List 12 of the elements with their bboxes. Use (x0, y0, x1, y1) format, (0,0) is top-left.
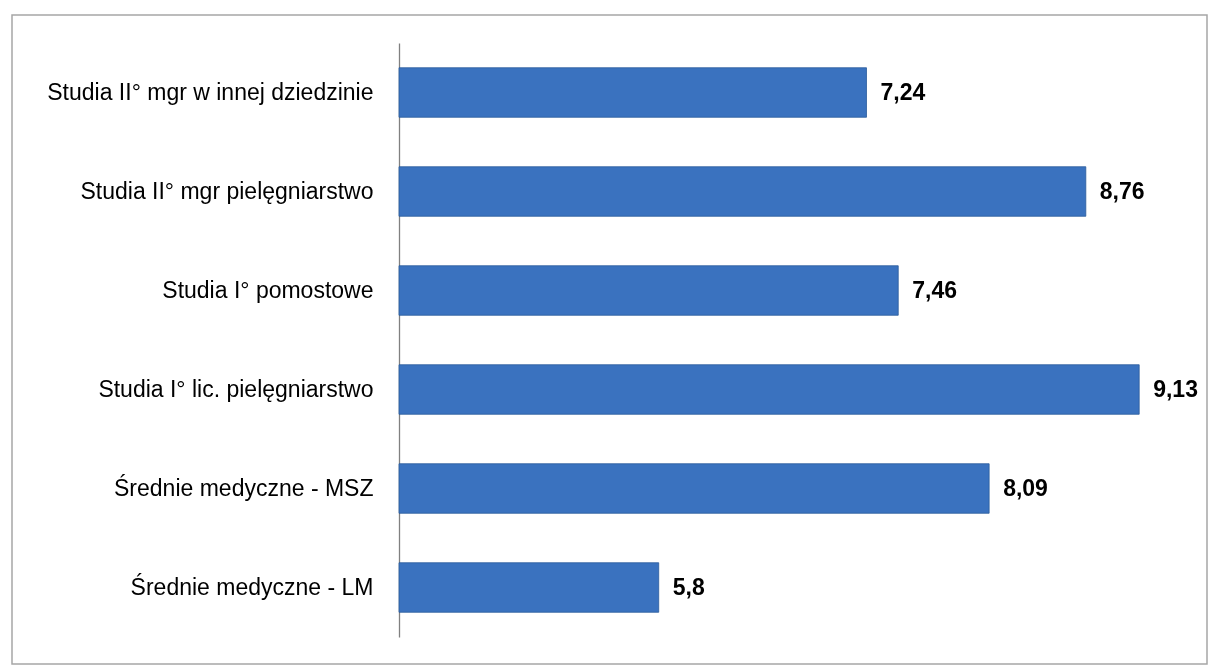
y-tick-label: Studia I° pomostowe (162, 276, 374, 303)
y-tick-label: Średnie medyczne - LM (130, 572, 374, 600)
data-label: 7,24 (880, 78, 926, 105)
data-label: 5,8 (672, 573, 705, 600)
data-label: 7,46 (912, 276, 957, 303)
y-tick-label: Średnie medyczne - MSZ (114, 473, 374, 501)
y-tick-label: Studia I° lic. pielęgniarstwo (98, 375, 374, 402)
y-tick-label: Studia II° mgr pielęgniarstwo (80, 177, 374, 204)
data-label: 8,76 (1099, 177, 1145, 204)
data-label: 9,13 (1153, 375, 1198, 402)
y-tick-label: Studia II° mgr w innej dziedzinie (47, 78, 374, 105)
data-label: 8,09 (1003, 474, 1048, 501)
